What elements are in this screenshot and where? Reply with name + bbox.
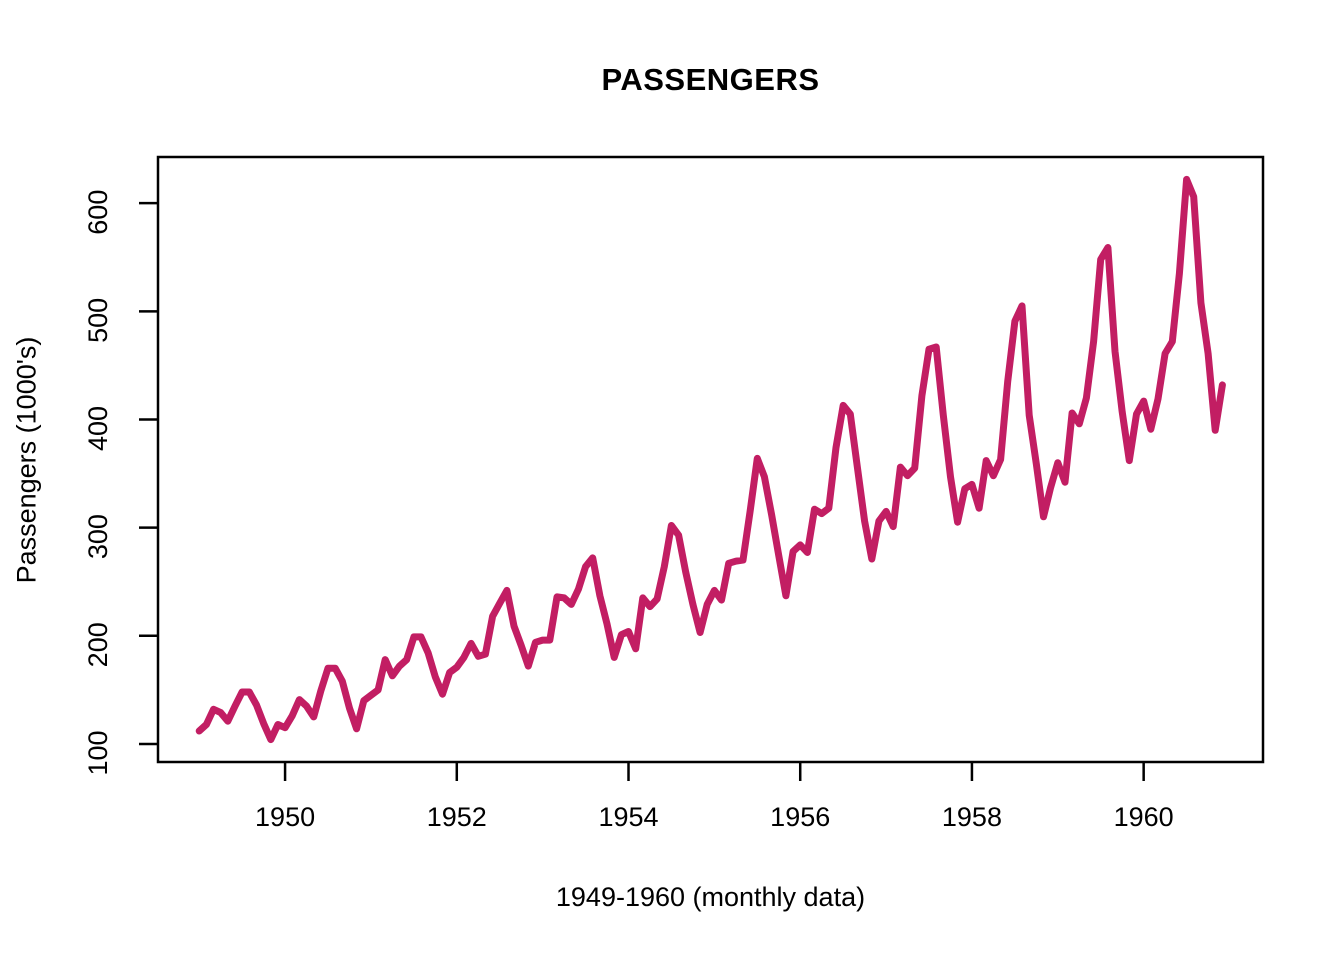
x-tick-label: 1954 [598,802,658,832]
y-tick-label: 200 [83,622,113,667]
plot-box [156,155,1265,764]
x-tick-label: 1950 [255,802,315,832]
x-tick-label: 1960 [1114,802,1174,832]
x-tick-label: 1952 [427,802,487,832]
y-tick-label: 300 [83,514,113,559]
x-axis-label: 1949-1960 (monthly data) [555,882,866,912]
chart-title: PASSENGERS [601,62,820,97]
axis-ticks [139,201,1145,781]
passengers-line [195,175,1226,744]
x-tick-label: 1956 [770,802,830,832]
y-tick-label: 500 [83,298,113,343]
y-tick-label: 600 [83,190,113,235]
y-axis-label: Passengers (1000's) [11,336,42,584]
axis-tick-labels: 1950 1952 1954 1956 1958 1960 100 200 300 400 500 6… [83,190,1174,832]
y-tick-label: 400 [83,406,113,451]
y-tick-label: 100 [83,730,113,775]
x-tick-label: 1958 [942,802,1002,832]
